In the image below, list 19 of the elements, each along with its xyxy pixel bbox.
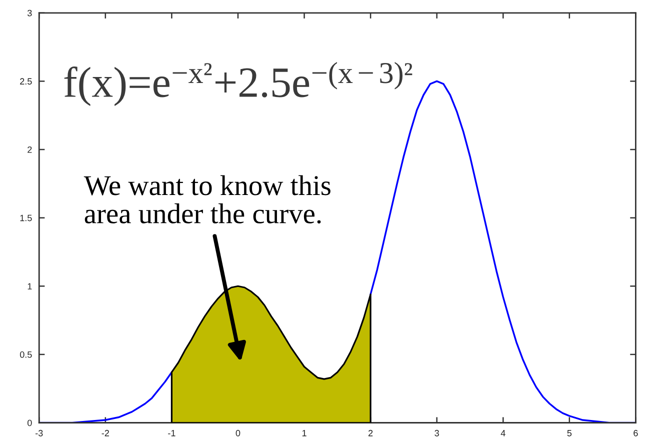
annotation: f(x)=e$^{−x²}$+2.5e$^{−(x−3)²}$ — [64, 62, 412, 106]
x-tick-label: -2 — [102, 430, 109, 436]
y-tick-label: 1 — [28, 283, 32, 290]
x-tick-label: 1 — [302, 430, 306, 436]
y-tick-label: 0 — [28, 420, 32, 426]
y-tick-label: 2 — [28, 146, 32, 153]
x-tick-label: 4 — [500, 430, 506, 436]
y-tick-label: 0.5 — [20, 351, 32, 358]
x-tick-label: 3 — [434, 430, 439, 436]
x-tick-label: 0 — [236, 430, 240, 436]
annotation: We want to know this area under the curve. — [84, 175, 330, 224]
x-tick-label: 2 — [368, 430, 373, 436]
x-tick-label: -1 — [168, 430, 176, 436]
x-tick-label: 6 — [634, 430, 638, 436]
y-tick-label: 2.5 — [20, 78, 32, 85]
x-tick-label: 5 — [567, 430, 572, 436]
y-tick-label: 1.5 — [20, 214, 32, 222]
y-tick-label: 3 — [28, 10, 32, 16]
x-tick-label: -3 — [36, 430, 43, 436]
